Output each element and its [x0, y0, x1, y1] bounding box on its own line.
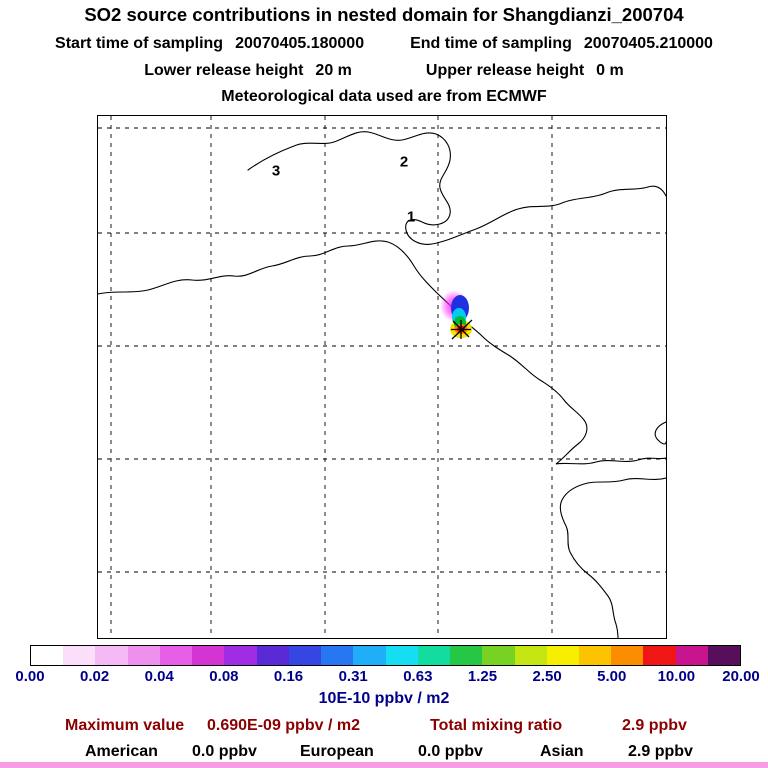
met-source-line: Meteorological data used are from ECMWF — [0, 88, 768, 106]
plot-title: SO2 source contributions in nested domai… — [84, 4, 684, 25]
colorbar-tick-label: 10.00 — [657, 668, 696, 685]
colorbar-segment — [675, 646, 708, 665]
end-time-pair: End time of sampling 20070405.210000 — [410, 35, 713, 53]
colorbar-tick-label: 1.25 — [467, 668, 498, 685]
upper-release-label: Upper release height — [425, 62, 585, 79]
station-marker-asterisk — [451, 319, 473, 340]
colorbar-tick-label: 2.50 — [532, 668, 562, 685]
colorbar-segment — [450, 646, 483, 665]
coastline-path — [654, 421, 666, 445]
region-label-1: 1 — [406, 208, 416, 226]
colorbar-segment — [707, 646, 741, 665]
colorbar — [30, 645, 741, 666]
colorbar-segment — [417, 646, 451, 665]
colorbar-tick-label: 0.00 — [15, 668, 45, 685]
colorbar-segment — [482, 646, 515, 665]
colorbar-segment — [159, 646, 193, 665]
contribution-region-american: American — [85, 743, 158, 760]
contributions-line: American 0.0 ppbv European 0.0 ppbv Asia… — [0, 743, 768, 763]
end-time-value: 20070405.210000 — [583, 35, 713, 52]
colorbar-tick-labels: 0.00 0.02 0.04 0.08 0.16 0.31 0.63 1.25 2.50 5.00… — [15, 668, 759, 686]
contribution-value-american: 0.0 ppbv — [192, 743, 257, 760]
coastlines — [98, 131, 666, 638]
colorbar-segment — [63, 646, 96, 665]
region-label-2: 2 — [399, 153, 409, 171]
colorbar-segment — [127, 646, 160, 665]
plume — [440, 290, 473, 340]
mixing-ratio-label: Total mixing ratio — [430, 717, 563, 734]
colorbar-tick-label: 0.04 — [144, 668, 174, 685]
colorbar-tick-label: 0.08 — [209, 668, 239, 685]
colorbar-segment — [353, 646, 386, 665]
stats-line: Maximum value 0.690E-09 ppbv / m2 Total … — [0, 717, 768, 737]
colorbar-segment — [643, 646, 676, 665]
coastline-path — [247, 131, 666, 245]
map-panel: 3 2 1 — [97, 115, 667, 639]
colorbar-segment — [385, 646, 418, 665]
colorbar-segment — [31, 646, 64, 665]
graticule — [98, 116, 666, 638]
upper-release-pair: Upper release height 0 m — [426, 62, 624, 80]
colorbar-segment — [321, 646, 354, 665]
colorbar-segment — [95, 646, 128, 665]
colorbar-segment — [288, 646, 322, 665]
sampling-times-line: Start time of sampling 20070405.180000 E… — [0, 35, 768, 53]
contribution-region-asian: Asian — [540, 743, 584, 760]
coastline-path — [559, 477, 666, 638]
colorbar-segment — [546, 646, 579, 665]
colorbar-segment — [256, 646, 289, 665]
partial-next-colorbar-strip — [0, 762, 768, 768]
region-label-3: 3 — [271, 162, 281, 180]
colorbar-tick-label: 0.63 — [403, 668, 433, 685]
mixing-ratio-value: 2.9 ppbv — [622, 717, 687, 734]
contribution-value-european: 0.0 ppbv — [418, 743, 483, 760]
lower-release-value: 20 m — [315, 62, 352, 79]
start-time-label: Start time of sampling — [55, 35, 224, 52]
met-source-text: Meteorological data used are from ECMWF — [221, 88, 547, 105]
colorbar-tick-label: 20.00 — [722, 668, 760, 685]
start-time-pair: Start time of sampling 20070405.180000 — [55, 35, 364, 53]
start-time-value: 20070405.180000 — [235, 35, 365, 52]
colorbar-segment — [192, 646, 225, 665]
max-value-number: 0.690E-09 ppbv / m2 — [207, 717, 360, 734]
lower-release-pair: Lower release height 20 m — [144, 62, 352, 80]
colorbar-tick-label: 5.00 — [597, 668, 627, 685]
upper-release-value: 0 m — [596, 62, 624, 79]
contribution-value-asian: 2.9 ppbv — [628, 743, 693, 760]
colorbar-tick-label: 0.16 — [273, 668, 304, 685]
contribution-region-european: European — [300, 743, 374, 760]
max-value-label: Maximum value — [65, 717, 185, 734]
end-time-label: End time of sampling — [410, 35, 572, 52]
colorbar-segment — [224, 646, 257, 665]
coastline-path — [98, 240, 666, 465]
colorbar-segment — [578, 646, 612, 665]
colorbar-tick-label: 0.02 — [80, 668, 110, 685]
colorbar-segment — [514, 646, 547, 665]
colorbar-segment — [611, 646, 644, 665]
release-heights-line: Lower release height 20 m Upper release … — [0, 62, 768, 80]
lower-release-label: Lower release height — [144, 62, 304, 79]
colorbar-units: 10E-10 ppbv / m2 — [318, 690, 450, 707]
map-graphics — [98, 116, 666, 638]
colorbar-tick-label: 0.31 — [338, 668, 368, 685]
